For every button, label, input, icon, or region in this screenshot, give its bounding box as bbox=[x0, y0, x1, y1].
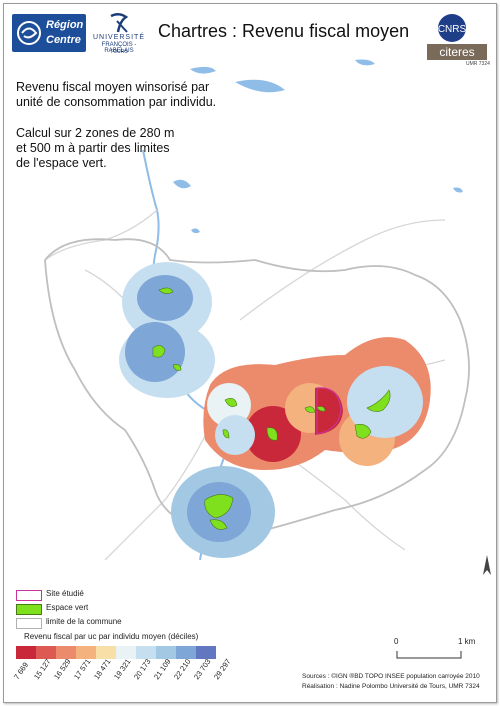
scale-bar-left-label: 0 bbox=[394, 637, 399, 646]
green-space-6 bbox=[222, 429, 230, 439]
legend-green-label: Espace vert bbox=[46, 603, 89, 612]
description-line-3: Calcul sur 2 zones de 280 m bbox=[16, 126, 175, 140]
lake-north bbox=[190, 66, 216, 74]
color-ramp-cell bbox=[176, 646, 196, 659]
pond-east bbox=[453, 187, 463, 193]
road-west-1 bbox=[44, 209, 158, 261]
logo-univ-line-3: TOURS bbox=[110, 49, 128, 55]
description-line-4: et 500 m à partir des limites bbox=[16, 141, 170, 155]
commune-boundary bbox=[44, 238, 470, 536]
road-north-east bbox=[239, 219, 446, 321]
lake-north-east bbox=[235, 79, 285, 93]
green-space-11 bbox=[204, 494, 234, 519]
pond-1 bbox=[191, 228, 200, 234]
description-line-5: de l'espace vert. bbox=[16, 156, 107, 170]
green-space-10 bbox=[366, 389, 391, 412]
green-space-1 bbox=[158, 287, 174, 294]
color-ramp-cell bbox=[96, 646, 116, 659]
logo-region-word-1: Région bbox=[46, 19, 84, 31]
buffer-280m-east-6 bbox=[215, 415, 255, 455]
logo-univ-line-1: UNIVERSITÉ bbox=[92, 34, 145, 41]
green-spaces bbox=[152, 287, 391, 530]
description-line-1: Revenu fiscal moyen winsorisé par bbox=[16, 80, 210, 94]
legend-site-swatch bbox=[16, 590, 42, 601]
citeres-logo-sub: UMR 7324 bbox=[466, 61, 490, 67]
north-arrow-icon bbox=[483, 555, 491, 575]
color-ramp-cell bbox=[116, 646, 136, 659]
region-centre-logo: Région Centre bbox=[12, 14, 86, 52]
buffer-west-north bbox=[122, 262, 212, 342]
lake-center-north bbox=[173, 179, 191, 189]
sources-line: Sources : ©IGN ®BD TOPO INSEE population… bbox=[302, 673, 480, 680]
green-space-5 bbox=[266, 427, 278, 441]
color-ramp bbox=[16, 646, 216, 659]
color-ramp-cell bbox=[36, 646, 56, 659]
green-space-4 bbox=[224, 398, 238, 407]
buffer-280m-west-north bbox=[137, 275, 193, 321]
description-line-2: unité de consommation par individu. bbox=[16, 95, 217, 109]
green-space-3 bbox=[172, 364, 182, 371]
lake-top-right bbox=[355, 59, 375, 66]
logo-univ-line-2: FRANÇOIS - RABELAIS bbox=[101, 42, 137, 54]
region-swirl-icon bbox=[17, 21, 41, 45]
cnrs-logo: CNRS bbox=[438, 14, 467, 42]
road-south-west bbox=[104, 414, 216, 561]
color-ramp-cell bbox=[196, 646, 216, 659]
logo-region-word-2: Centre bbox=[46, 34, 81, 46]
color-ramp-cell bbox=[76, 646, 96, 659]
green-space-2 bbox=[152, 345, 166, 358]
legend-green-swatch bbox=[16, 604, 42, 615]
university-logo: UNIVERSITÉ FRANÇOIS - RABELAIS TOURS bbox=[90, 12, 148, 56]
water-bodies bbox=[173, 59, 463, 234]
citeres-logo: citeres bbox=[427, 44, 487, 60]
map-canvas bbox=[44, 59, 491, 575]
scale-bar-right-label: 1 km bbox=[458, 637, 476, 646]
color-scale-title: Revenu fiscal par uc par individu moyen … bbox=[24, 632, 199, 641]
scale-bar bbox=[396, 651, 462, 659]
legend-commune-label: limite de la commune bbox=[46, 617, 122, 626]
green-space-12 bbox=[209, 519, 228, 530]
university-mark-icon bbox=[110, 13, 129, 33]
color-ramp-cell bbox=[16, 646, 36, 659]
green-space-7 bbox=[304, 406, 316, 413]
legend-site-label: Site étudié bbox=[46, 589, 84, 598]
legend-commune-swatch bbox=[16, 618, 42, 629]
color-ramp-cell bbox=[56, 646, 76, 659]
studied-site-outline bbox=[316, 387, 342, 435]
color-ramp-cell bbox=[136, 646, 156, 659]
cnrs-logo-text: CNRS bbox=[438, 24, 467, 35]
map-title: Chartres : Revenu fiscal moyen bbox=[158, 21, 410, 41]
buffer-west-south bbox=[119, 322, 215, 398]
credits-line: Réalisation : Nadine Polombo Université … bbox=[302, 683, 480, 690]
green-space-8 bbox=[316, 406, 326, 412]
color-ramp-cell bbox=[156, 646, 176, 659]
green-space-9 bbox=[354, 424, 372, 439]
